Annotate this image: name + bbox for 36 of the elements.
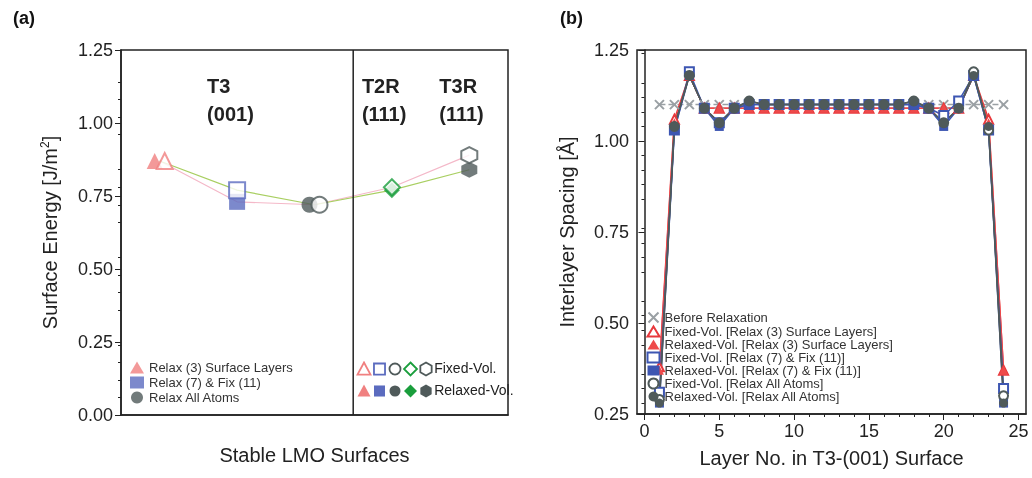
chart-title: (b) — [560, 8, 583, 28]
legend-label: Before Relaxation — [664, 310, 768, 325]
legend-label: Relaxed-Vol. [Relax All Atoms] — [664, 389, 840, 404]
x-axis-title: Stable LMO Surfaces — [219, 444, 410, 466]
y-tick-label: 1.00 — [593, 131, 629, 151]
x-tick-label: 10 — [784, 421, 805, 441]
x-tick-label: 20 — [933, 421, 954, 441]
annotation: T3R (111) — [439, 75, 484, 125]
y-tick-label: 1.00 — [77, 113, 113, 133]
legend-label: Relaxed-Vol. [Relax (3) Surface Layers] — [664, 337, 893, 352]
legend-label: Relax (3) Surface Layers — [149, 360, 294, 375]
annotation: T2R (111) — [361, 75, 407, 125]
x-tick-label: 15 — [858, 421, 879, 441]
annotation: Fixed-Vol. — [434, 360, 497, 376]
x-tick-label: 25 — [1008, 421, 1029, 441]
x-axis-title: Layer No. in T3-(001) Surface — [699, 447, 964, 469]
legend-label: Relaxed-Vol. [Relax (7) & Fix (11)] — [664, 363, 861, 378]
legend-label: Fixed-Vol. [Relax All Atoms] — [664, 376, 824, 391]
y-tick-label: 0.75 — [593, 222, 629, 242]
chart-title: (a) — [13, 8, 35, 28]
y-tick-label: 0.00 — [77, 405, 113, 425]
y-tick-label: 0.25 — [593, 404, 629, 424]
annotation: T3 (001) — [207, 75, 254, 125]
legend-label: Relax (7) & Fix (11) — [149, 375, 261, 390]
legend-label: Relax All Atoms — [149, 390, 240, 405]
y-tick-label: 0.25 — [77, 332, 113, 352]
y-axis-title: Interlayer Spacing [Å] — [556, 136, 578, 328]
y-tick-label: 0.50 — [593, 313, 629, 333]
y-tick-label: 1.25 — [77, 40, 113, 60]
legend-label: Fixed-Vol. [Relax (3) Surface Layers] — [664, 324, 877, 339]
x-tick-label: 5 — [714, 421, 725, 441]
y-tick-label: 0.50 — [77, 259, 113, 279]
y-tick-label: 1.25 — [593, 40, 629, 60]
x-tick-label: 0 — [639, 421, 650, 441]
y-tick-label: 0.75 — [77, 186, 113, 206]
y-axis-title: Surface Energy [J/m2] — [38, 135, 61, 330]
